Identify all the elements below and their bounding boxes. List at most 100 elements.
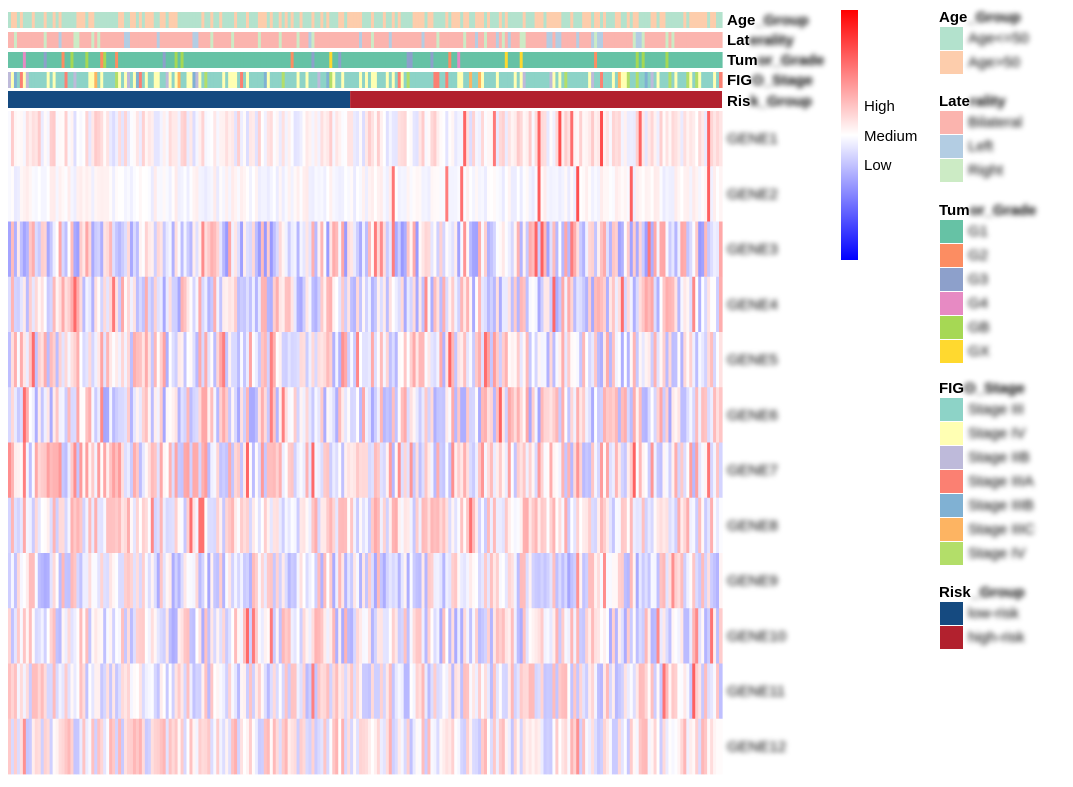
heatmap-cell [70,608,75,664]
heatmap-cell [543,276,548,333]
legend-title-obscured: _Group [966,9,1020,26]
track-cell [329,52,333,68]
track-cell [415,12,420,28]
heatmap-cell [162,608,167,664]
heatmap-cell [31,553,36,609]
gene-label: GENE1 [727,131,778,148]
heatmap-cell [204,166,208,222]
heatmap-cell [222,221,226,278]
heatmap-cell [174,553,179,609]
heatmap-cell [457,276,461,333]
heatmap-cell [484,387,488,443]
heatmap-cell [525,663,530,720]
heatmap-cell [338,221,342,278]
heatmap-cell [260,718,265,775]
track-cell [121,12,125,28]
track-cell [531,52,536,68]
track-cell [186,12,191,28]
heatmap-cell [323,332,327,388]
heatmap-cell [112,221,116,278]
heatmap-cell [647,718,652,775]
heatmap-cell [91,166,95,222]
heatmap-cell [543,718,548,775]
heatmap-cell [284,442,289,499]
heatmap-cell [665,332,670,388]
heatmap-cell [457,608,461,664]
heatmap-cell [695,166,699,222]
heatmap-cell [46,663,51,720]
heatmap-cell [356,608,360,664]
track-cell [19,52,24,68]
track-cell [320,12,324,28]
heatmap-cell [373,663,378,720]
heatmap-cell [457,387,461,443]
heatmap-cell [469,387,473,443]
heatmap-cell [597,442,601,499]
heatmap-cell [82,276,86,333]
heatmap-cell [210,387,214,443]
track-cell [534,32,539,48]
heatmap-cell [713,442,717,499]
heatmap-cell [719,608,723,664]
heatmap-cell [716,221,720,278]
heatmap-cell [698,497,702,554]
heatmap-cell [19,663,24,720]
heatmap-cell [290,111,295,167]
heatmap-cell [394,497,399,554]
track-cell [719,32,723,48]
heatmap-cell [686,221,690,278]
heatmap-cell [171,166,176,222]
heatmap-cell [124,166,128,222]
heatmap-cell [463,718,467,775]
heatmap-cell [561,442,565,499]
heatmap-cell [534,332,539,388]
heatmap-cell [585,276,589,333]
heatmap-cell [70,276,75,333]
heatmap-cell [534,276,539,333]
heatmap-cell [567,332,571,388]
heatmap-cell [501,332,506,388]
heatmap-cell [73,276,78,333]
track-cell [591,32,595,48]
heatmap-cell [469,332,473,388]
track-cell [662,52,667,68]
heatmap-cell [558,442,562,499]
track-cell [525,12,530,28]
track-cell [671,52,676,68]
track-cell [680,12,684,28]
heatmap-cell [707,166,711,222]
heatmap-cell [686,718,690,775]
heatmap-cell [365,608,369,664]
heatmap-cell [418,608,423,664]
risk-low-segment [8,91,351,108]
heatmap-cell [695,111,699,167]
track-cell [159,12,164,28]
heatmap-cell [284,276,289,333]
track-cell [305,52,310,68]
track-cell [540,72,545,88]
heatmap-cell [64,166,69,222]
track-cell [121,52,125,68]
heatmap-cell [287,497,292,554]
heatmap-cell [240,332,244,388]
heatmap-cell [513,497,518,554]
heatmap-cell [326,718,330,775]
track-cell [582,72,586,88]
heatmap-cell [207,442,211,499]
track-cell [376,12,381,28]
heatmap-cell [436,497,440,554]
heatmap-cell [85,276,89,333]
heatmap-cell [308,442,313,499]
track-cell [109,52,113,68]
track-cell [644,32,649,48]
heatmap-cell [64,276,69,333]
track-cell [266,72,271,88]
heatmap-cell [397,332,402,388]
heatmap-cell [40,718,45,775]
heatmap-cell [400,111,405,167]
heatmap-cell [597,387,601,443]
heatmap-cell [605,111,610,167]
heatmap-cell [704,166,708,222]
heatmap-cell [507,442,512,499]
